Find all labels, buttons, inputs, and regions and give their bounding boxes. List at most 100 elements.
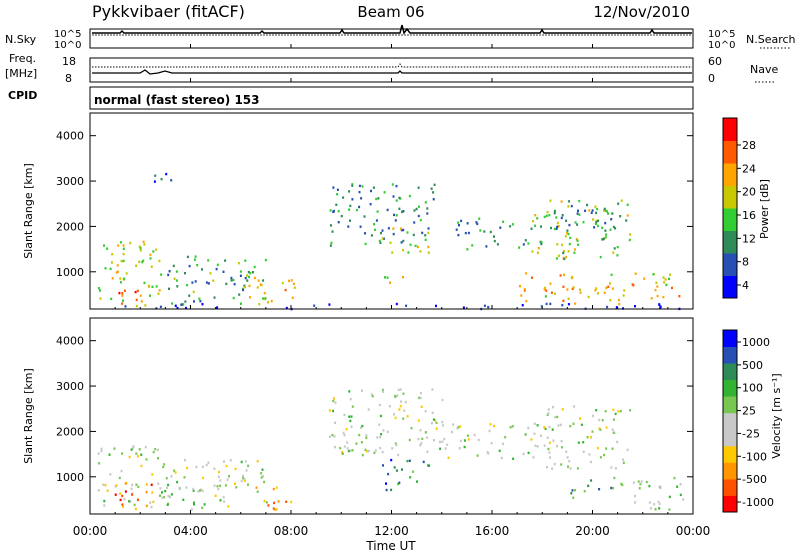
data-cell: [242, 477, 245, 480]
data-cell: [648, 501, 651, 504]
data-cell: [404, 400, 407, 404]
data-cell: [555, 257, 558, 260]
data-cell: [623, 289, 626, 292]
data-cell: [258, 303, 261, 306]
data-cell: [167, 273, 170, 277]
data-cell: [201, 268, 203, 271]
data-cell: [381, 229, 384, 232]
data-cell: [573, 405, 576, 408]
data-cell: [656, 285, 659, 288]
colorbar-tick-label: 20: [742, 186, 756, 199]
power-scatter-cells: [97, 172, 681, 311]
data-cell: [185, 486, 188, 489]
data-cell: [155, 285, 158, 288]
data-cell: [168, 287, 170, 290]
data-cell: [174, 304, 177, 307]
colorbar-swatch: [723, 396, 737, 414]
data-cell: [502, 442, 504, 446]
data-cell: [678, 295, 681, 298]
data-cell: [511, 425, 514, 428]
data-cell: [583, 490, 586, 493]
data-cell: [121, 452, 124, 455]
data-cell: [567, 465, 569, 468]
data-cell: [395, 214, 398, 217]
data-cell: [349, 219, 351, 222]
data-cell: [655, 281, 658, 284]
data-cell: [207, 461, 210, 464]
data-cell: [597, 292, 599, 295]
data-cell: [139, 249, 142, 252]
data-cell: [262, 297, 265, 300]
data-cell: [164, 489, 167, 493]
beam-title: Beam 06: [357, 3, 424, 21]
colorbar-swatch: [723, 346, 737, 364]
data-cell: [574, 302, 577, 305]
data-cell: [160, 178, 163, 181]
x-axis-label: Time UT: [365, 539, 416, 553]
data-cell: [620, 482, 623, 486]
colorbar-swatch: [723, 208, 737, 231]
data-cell: [547, 408, 550, 411]
data-cell: [403, 409, 406, 412]
data-cell: [452, 423, 455, 426]
data-cell: [329, 209, 332, 212]
data-cell: [209, 272, 212, 275]
data-cell: [186, 255, 189, 259]
data-cell: [129, 500, 132, 503]
data-cell: [381, 450, 384, 454]
data-cell: [120, 259, 123, 263]
data-cell: [386, 276, 389, 279]
data-cell: [393, 466, 396, 469]
nave-label: Nave: [750, 63, 778, 76]
data-cell: [416, 480, 418, 483]
data-cell: [259, 283, 262, 286]
data-cell: [243, 479, 246, 483]
data-cell: [533, 422, 536, 425]
data-cell: [168, 270, 171, 273]
colorbar-swatch: [723, 118, 737, 141]
y-tick-label: 2000: [56, 220, 84, 233]
data-cell: [543, 426, 546, 429]
data-cell: [629, 233, 632, 236]
data-cell: [358, 184, 361, 188]
data-cell: [184, 272, 186, 275]
data-cell: [610, 273, 613, 276]
data-cell: [135, 304, 138, 308]
data-cell: [547, 412, 550, 415]
data-cell: [640, 480, 643, 483]
data-cell: [370, 234, 373, 237]
data-cell: [328, 409, 331, 412]
data-cell: [572, 286, 575, 289]
data-cell: [228, 475, 230, 478]
data-cell: [544, 286, 547, 290]
data-cell: [457, 425, 460, 429]
data-cell: [172, 264, 175, 268]
data-cell: [565, 219, 568, 222]
data-cell: [653, 503, 656, 506]
data-cell: [104, 267, 107, 270]
data-cell: [224, 259, 227, 262]
data-cell: [419, 444, 422, 447]
data-cell: [256, 460, 259, 463]
data-cell: [536, 217, 539, 220]
data-cell: [351, 449, 354, 452]
data-cell: [110, 261, 113, 264]
colorbar-swatch: [723, 253, 737, 276]
data-cell: [328, 303, 331, 306]
data-cell: [566, 232, 568, 235]
data-cell: [458, 447, 461, 450]
data-cell: [578, 199, 581, 203]
data-cell: [159, 487, 162, 490]
data-cell: [176, 285, 179, 288]
data-cell: [518, 246, 521, 249]
data-cell: [598, 418, 601, 422]
data-cell: [504, 436, 507, 439]
data-cell: [665, 283, 668, 287]
data-cell: [402, 276, 404, 279]
data-cell: [390, 458, 393, 462]
data-cell: [113, 447, 116, 450]
data-cell: [673, 476, 676, 480]
data-cell: [618, 303, 621, 306]
data-cell: [571, 287, 574, 290]
data-cell: [574, 489, 577, 492]
